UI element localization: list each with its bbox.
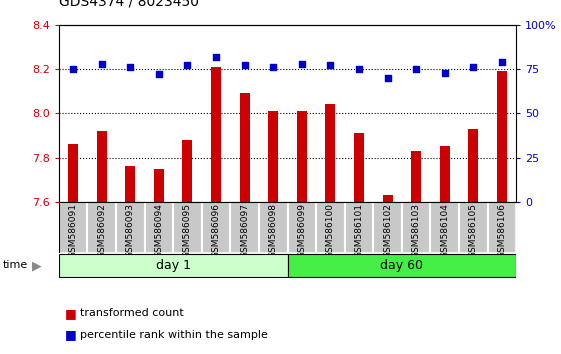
Text: GSM586097: GSM586097 <box>240 203 249 258</box>
Bar <box>182 140 192 202</box>
Text: percentile rank within the sample: percentile rank within the sample <box>80 330 268 339</box>
Point <box>126 64 135 70</box>
FancyBboxPatch shape <box>288 202 316 253</box>
Point <box>297 61 306 67</box>
Bar <box>440 147 450 202</box>
FancyBboxPatch shape <box>116 202 145 253</box>
Bar <box>468 129 479 202</box>
Point <box>383 75 392 81</box>
FancyBboxPatch shape <box>173 202 202 253</box>
Text: GSM586093: GSM586093 <box>126 203 135 258</box>
FancyBboxPatch shape <box>459 202 488 253</box>
FancyBboxPatch shape <box>59 202 88 253</box>
Text: transformed count: transformed count <box>80 308 184 318</box>
Point <box>269 64 278 70</box>
Point <box>97 61 106 67</box>
Text: GSM586103: GSM586103 <box>412 203 421 258</box>
Text: ■: ■ <box>65 328 76 341</box>
Point <box>183 63 192 68</box>
FancyBboxPatch shape <box>316 202 344 253</box>
Bar <box>96 131 107 202</box>
FancyBboxPatch shape <box>88 202 116 253</box>
Point <box>355 66 364 72</box>
Bar <box>154 169 164 202</box>
Text: GSM586106: GSM586106 <box>498 203 507 258</box>
FancyBboxPatch shape <box>259 202 288 253</box>
FancyBboxPatch shape <box>202 202 231 253</box>
Text: GSM586098: GSM586098 <box>269 203 278 258</box>
FancyBboxPatch shape <box>344 202 373 253</box>
FancyBboxPatch shape <box>402 202 430 253</box>
Point <box>154 72 163 77</box>
Bar <box>411 151 421 202</box>
Bar <box>240 93 250 202</box>
Text: GDS4374 / 8023450: GDS4374 / 8023450 <box>59 0 199 9</box>
Bar <box>268 111 278 202</box>
FancyBboxPatch shape <box>488 202 516 253</box>
Point <box>211 54 220 59</box>
Text: ■: ■ <box>65 307 76 320</box>
FancyBboxPatch shape <box>288 253 516 278</box>
Point <box>412 66 421 72</box>
FancyBboxPatch shape <box>231 202 259 253</box>
Text: GSM586101: GSM586101 <box>355 203 364 258</box>
Bar <box>354 133 364 202</box>
Point <box>498 59 507 65</box>
Bar <box>211 67 221 202</box>
Bar <box>68 144 78 202</box>
Text: day 1: day 1 <box>156 259 191 272</box>
Text: time: time <box>3 261 28 270</box>
Point <box>326 63 335 68</box>
Text: GSM586091: GSM586091 <box>68 203 77 258</box>
FancyBboxPatch shape <box>373 202 402 253</box>
Text: GSM586105: GSM586105 <box>469 203 478 258</box>
Text: GSM586100: GSM586100 <box>326 203 335 258</box>
Text: GSM586095: GSM586095 <box>183 203 192 258</box>
FancyBboxPatch shape <box>430 202 459 253</box>
Point <box>68 66 77 72</box>
Bar <box>125 166 135 202</box>
Text: GSM586094: GSM586094 <box>154 203 163 258</box>
Text: ▶: ▶ <box>32 259 42 272</box>
Text: GSM586096: GSM586096 <box>211 203 220 258</box>
Text: GSM586104: GSM586104 <box>440 203 449 258</box>
Point <box>240 63 249 68</box>
Bar <box>383 195 393 202</box>
Text: GSM586099: GSM586099 <box>297 203 306 258</box>
Text: GSM586102: GSM586102 <box>383 203 392 258</box>
Bar <box>497 71 507 202</box>
Point <box>469 64 478 70</box>
Bar <box>325 104 335 202</box>
Text: GSM586092: GSM586092 <box>97 203 106 258</box>
FancyBboxPatch shape <box>145 202 173 253</box>
Text: day 60: day 60 <box>380 259 424 272</box>
Bar <box>297 111 307 202</box>
FancyBboxPatch shape <box>59 253 288 278</box>
Point <box>440 70 449 75</box>
